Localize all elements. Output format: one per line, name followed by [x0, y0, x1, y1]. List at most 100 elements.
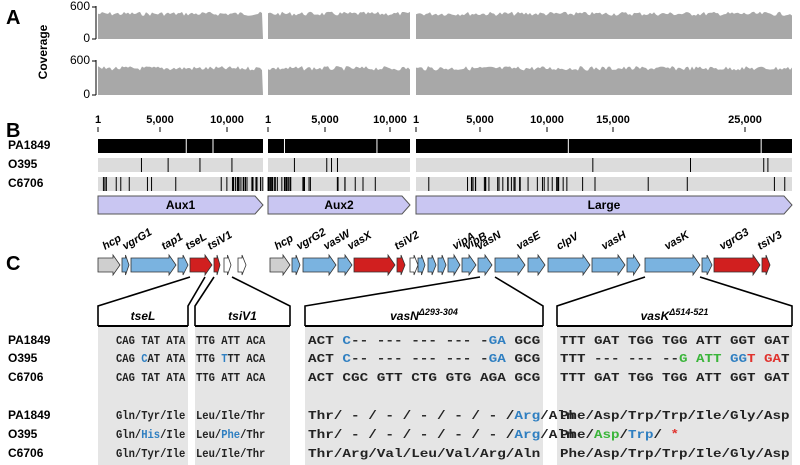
- gene-arrow: [121, 254, 130, 276]
- coverage-area: [416, 66, 792, 95]
- sequence-text: -- --- --- --- -: [351, 352, 489, 366]
- gene-arrow: [97, 253, 121, 277]
- gene-arrow: [302, 253, 337, 277]
- strain-label: O395: [8, 351, 38, 365]
- region-label: Large: [588, 198, 621, 212]
- sequence-text: /: [620, 428, 629, 442]
- sequence-text: TTG ATT ACA: [196, 334, 266, 348]
- y-tick-label: 600: [70, 53, 90, 67]
- gene-arrow: [437, 254, 447, 276]
- gene-name: tsiV1: [228, 309, 257, 323]
- sequence-text: /Thr: [240, 428, 265, 442]
- gene-arrow: [427, 254, 437, 276]
- coverage-area: [98, 66, 263, 95]
- ruler-label: 10,000: [210, 114, 244, 126]
- strain-label: PA1849: [8, 333, 51, 347]
- ruler-label: 5,000: [146, 114, 174, 126]
- gene-arrow: [409, 254, 419, 276]
- genome-bar: [416, 177, 792, 191]
- strain-label: C6706: [8, 370, 44, 384]
- gene-label: tsiV1: [206, 229, 235, 253]
- sequence-text: Trp: [628, 428, 654, 442]
- sequence-text: Phe/Asp/Trp/Trp/Ile/Gly/Asp: [560, 447, 790, 461]
- region-label: Aux2: [324, 198, 354, 212]
- deletion-label: Δ293-304: [418, 307, 458, 317]
- sequence-text: T: [781, 352, 790, 366]
- strain-label: C6706: [8, 446, 44, 460]
- sequence-text: GA: [764, 352, 782, 366]
- sequence-text: T: [221, 352, 227, 366]
- row-label: O395: [8, 157, 38, 171]
- gene-arrow: [494, 253, 526, 277]
- genome-bar: [416, 158, 792, 172]
- sequence-text: Phe: [221, 428, 240, 442]
- gene-label: clpV: [555, 230, 583, 253]
- sequence-text: [722, 352, 731, 366]
- ruler-label: 25,000: [728, 114, 762, 126]
- sequence-text: Arg: [514, 409, 540, 423]
- gene-label: tsiV3: [756, 229, 785, 253]
- gene-arrow: [269, 253, 291, 277]
- sequence-text: AT ATA: [148, 352, 186, 366]
- sequence-text: His: [141, 428, 160, 442]
- gene-label: vgrG1: [121, 226, 155, 252]
- sequence-text: TTT GAT TGG TGG ATT GGT GAT: [560, 371, 790, 385]
- zoom-line: [699, 276, 793, 326]
- ruler-label: 10,000: [373, 114, 407, 126]
- panel-label: B: [6, 120, 20, 142]
- ruler-label: 5,000: [466, 114, 494, 126]
- sequence-text: -- --- --- --- -: [351, 334, 489, 348]
- region-arrow: [267, 195, 411, 215]
- strain-label: PA1849: [8, 408, 51, 422]
- panel-label: C: [6, 253, 20, 275]
- zoom-line: [231, 276, 291, 326]
- gene-arrow: [189, 253, 213, 277]
- zoom-line: [304, 276, 481, 326]
- sequence-text: /: [654, 428, 671, 442]
- sequence-text: Phe/: [560, 428, 594, 442]
- sequence-text: CAG: [116, 352, 141, 366]
- gene-arrow: [547, 253, 591, 277]
- gene-arrow: [644, 253, 701, 277]
- alignment-bg: [305, 326, 543, 465]
- zoom-line: [97, 276, 191, 326]
- ruler-label: 15,000: [596, 114, 630, 126]
- sequence-text: /Aln: [540, 428, 574, 442]
- coverage-area: [98, 11, 263, 39]
- sequence-text: TTG ATT ACA: [196, 371, 266, 385]
- sequence-text: GG: [730, 352, 747, 366]
- sequence-text: Thr/ - / - / - / - / - /: [308, 428, 514, 442]
- sequence-text: Leu/Ile/Thr: [196, 409, 265, 423]
- gene-arrow: [353, 253, 396, 277]
- gene-arrow: [337, 253, 353, 277]
- zoom-line: [494, 276, 544, 326]
- alignment-bg: [98, 326, 188, 465]
- gene-arrow: [417, 254, 426, 276]
- sequence-text: Gln/Tyr/Ile: [116, 409, 185, 423]
- gene-arrow: [213, 254, 221, 276]
- sequence-text: C: [141, 352, 147, 366]
- gene-arrow: [626, 253, 641, 277]
- sequence-text: /Aln: [540, 409, 574, 423]
- deletion-label: Δ514-521: [668, 307, 708, 317]
- ruler-label: 1: [265, 114, 271, 126]
- alignment-header: vasNΔ293-304: [390, 307, 458, 323]
- ruler-label: 1: [413, 114, 419, 126]
- gene-label: tsiV2: [393, 229, 422, 253]
- zoom-line: [194, 276, 215, 326]
- axis-label: Coverage: [36, 24, 50, 79]
- gene-label: vasE: [515, 229, 544, 253]
- zoom-line: [187, 276, 206, 326]
- sequence-text: Leu/Ile/Thr: [196, 447, 265, 461]
- gene-arrow: [223, 254, 232, 276]
- sequence-text: ACT CGC GTT CTG GTG AGA GCG: [308, 371, 540, 385]
- coverage-area: [268, 66, 410, 95]
- region-label: Aux1: [166, 198, 196, 212]
- panel-label: A: [6, 7, 20, 29]
- gene-arrow: [237, 254, 247, 276]
- coverage-area: [416, 11, 792, 39]
- gene-arrow: [291, 254, 301, 276]
- gene-label: vasX: [346, 229, 375, 253]
- gene-arrow: [130, 253, 177, 277]
